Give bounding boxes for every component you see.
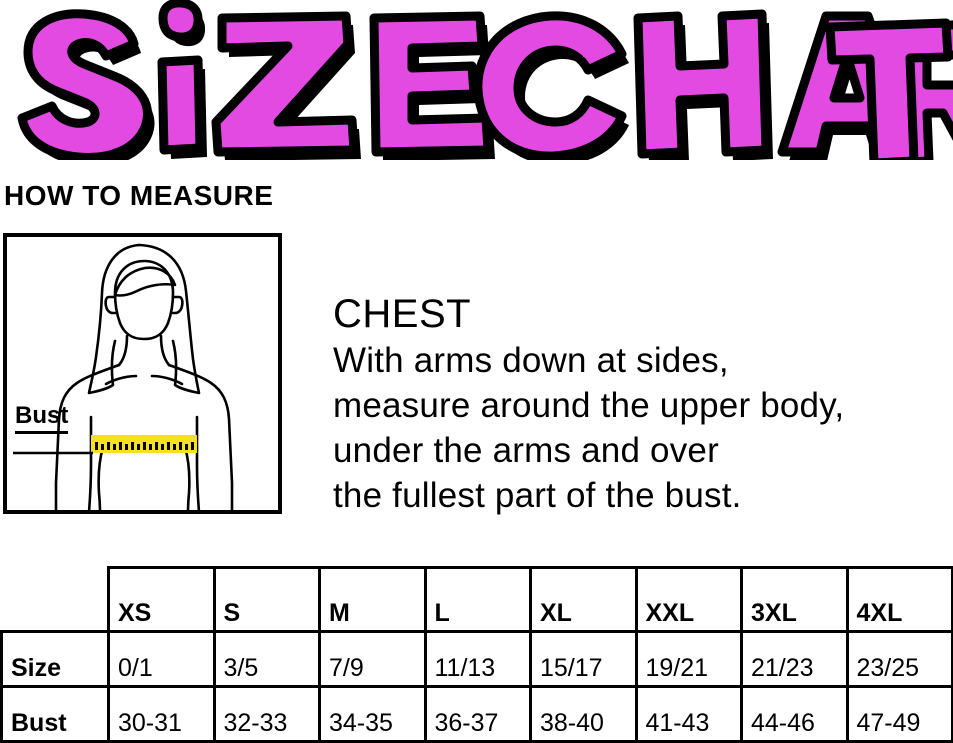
bust-value-3xl: 44-46 [740,685,849,743]
row-label-bust: Bust [0,685,110,743]
bust-value-l: 36-37 [423,685,532,743]
size-value-l: 11/13 [423,630,532,688]
chest-line-1: With arms down at sides, [333,341,729,380]
column-header-3xl: 3XL [740,566,849,633]
tape-measure [91,435,197,453]
column-header-xl: XL [529,566,638,633]
bust-measurement-diagram [3,233,282,514]
column-header-m: M [318,566,427,633]
size-chart-title-graphic: .ttl-shadow { fill: #000000; } .ttl-fill… [17,0,953,160]
bust-value-s: 32-33 [212,685,321,743]
how-to-measure-heading: HOW TO MEASURE [4,180,274,211]
size-value-s: 3/5 [212,630,321,688]
female-figure-outline [54,243,234,514]
size-value-4xl: 23/25 [845,630,953,688]
illustration-frame [3,233,282,514]
bust-value-xxl: 41-43 [634,685,743,743]
bust-value-4xl: 47-49 [845,685,953,743]
size-value-xs: 0/1 [107,630,216,688]
page-title-banner: .ttl-shadow { fill: #000000; } .ttl-fill… [0,0,953,160]
title-letter-i [157,0,207,159]
table-header-row: XS S M L XL XXL 3XL 4XL [2,566,953,633]
size-value-m: 7/9 [318,630,427,688]
bust-value-xs: 30-31 [107,685,216,743]
title-letter-Z [211,11,361,160]
title-letter-H [633,9,773,160]
size-value-3xl: 21/23 [740,630,849,688]
column-header-xxl: XXL [634,566,743,633]
bust-value-xl: 38-40 [529,685,638,743]
table-row-size: Size 0/1 3/5 7/9 11/13 15/17 19/21 21/23… [0,630,953,688]
column-header-s: S [212,566,321,633]
row-label-size: Size [0,630,110,688]
column-header-l: L [423,566,532,633]
table-corner-cell [2,568,109,632]
tape-measure-ticks [95,442,194,450]
table-row-bust: Bust 30-31 32-33 34-35 36-37 38-40 41-43… [0,685,953,743]
chest-line-4: the fullest part of the bust. [333,476,742,515]
title-letter-T [825,18,953,160]
title-letter-S [17,9,155,160]
size-value-xl: 15/17 [529,630,638,688]
size-value-xxl: 19/21 [634,630,743,688]
column-header-4xl: 4XL [845,566,953,633]
column-header-xs: XS [107,566,216,633]
chest-line-3: under the arms and over [333,431,719,470]
title-letter-C [473,11,629,160]
measurement-illustration: Bust [3,233,282,514]
size-table: XS S M L XL XXL 3XL 4XL Size 0/1 3/5 7/9… [0,566,953,743]
bust-callout-label: Bust [15,404,69,434]
chest-description-block: CHEST With arms down at sides, measure a… [333,291,933,518]
size-table-container: XS S M L XL XXL 3XL 4XL Size 0/1 3/5 7/9… [0,566,953,743]
chest-line-2: measure around the upper body, [333,386,845,425]
chest-heading: CHEST [333,292,472,336]
bust-value-m: 34-35 [318,685,427,743]
